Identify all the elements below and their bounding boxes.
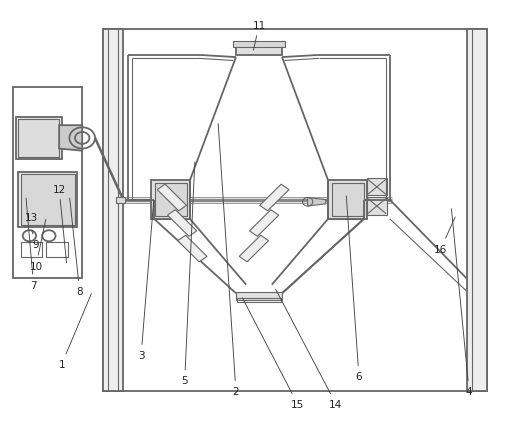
Polygon shape <box>250 210 279 237</box>
Bar <box>236 292 282 300</box>
Polygon shape <box>167 210 197 237</box>
Bar <box>467 31 487 391</box>
Text: 16: 16 <box>434 218 455 254</box>
Bar <box>237 298 281 302</box>
Bar <box>332 184 364 216</box>
Text: 4: 4 <box>451 209 472 396</box>
Bar <box>46 243 68 258</box>
Bar <box>155 184 187 216</box>
Text: 13: 13 <box>24 212 38 227</box>
Bar <box>328 181 367 219</box>
Polygon shape <box>308 198 326 206</box>
Text: 6: 6 <box>347 197 362 381</box>
Bar <box>13 88 82 279</box>
Text: 5: 5 <box>181 163 195 386</box>
Text: 14: 14 <box>276 290 342 409</box>
Bar <box>151 181 190 219</box>
Polygon shape <box>157 185 186 211</box>
Bar <box>21 243 42 258</box>
Text: 3: 3 <box>138 201 154 360</box>
Text: 12: 12 <box>52 184 66 263</box>
Text: 2: 2 <box>218 124 239 396</box>
Polygon shape <box>239 236 268 262</box>
Text: 8: 8 <box>70 199 83 296</box>
Bar <box>103 31 123 391</box>
Bar <box>21 175 75 226</box>
Bar <box>16 117 62 160</box>
Text: 10: 10 <box>30 220 46 271</box>
Text: 15: 15 <box>242 298 304 409</box>
Bar <box>18 172 77 228</box>
Text: 7: 7 <box>26 199 37 290</box>
Polygon shape <box>178 236 207 262</box>
Polygon shape <box>59 126 82 151</box>
Text: 9: 9 <box>32 230 39 250</box>
Text: 1: 1 <box>59 294 91 369</box>
Bar <box>116 197 125 203</box>
Bar <box>236 46 282 56</box>
Bar <box>103 31 487 391</box>
Bar <box>18 120 59 158</box>
Bar <box>367 198 387 215</box>
Text: 11: 11 <box>252 21 266 51</box>
Polygon shape <box>260 185 289 211</box>
Bar <box>234 42 284 48</box>
Bar <box>367 179 387 196</box>
